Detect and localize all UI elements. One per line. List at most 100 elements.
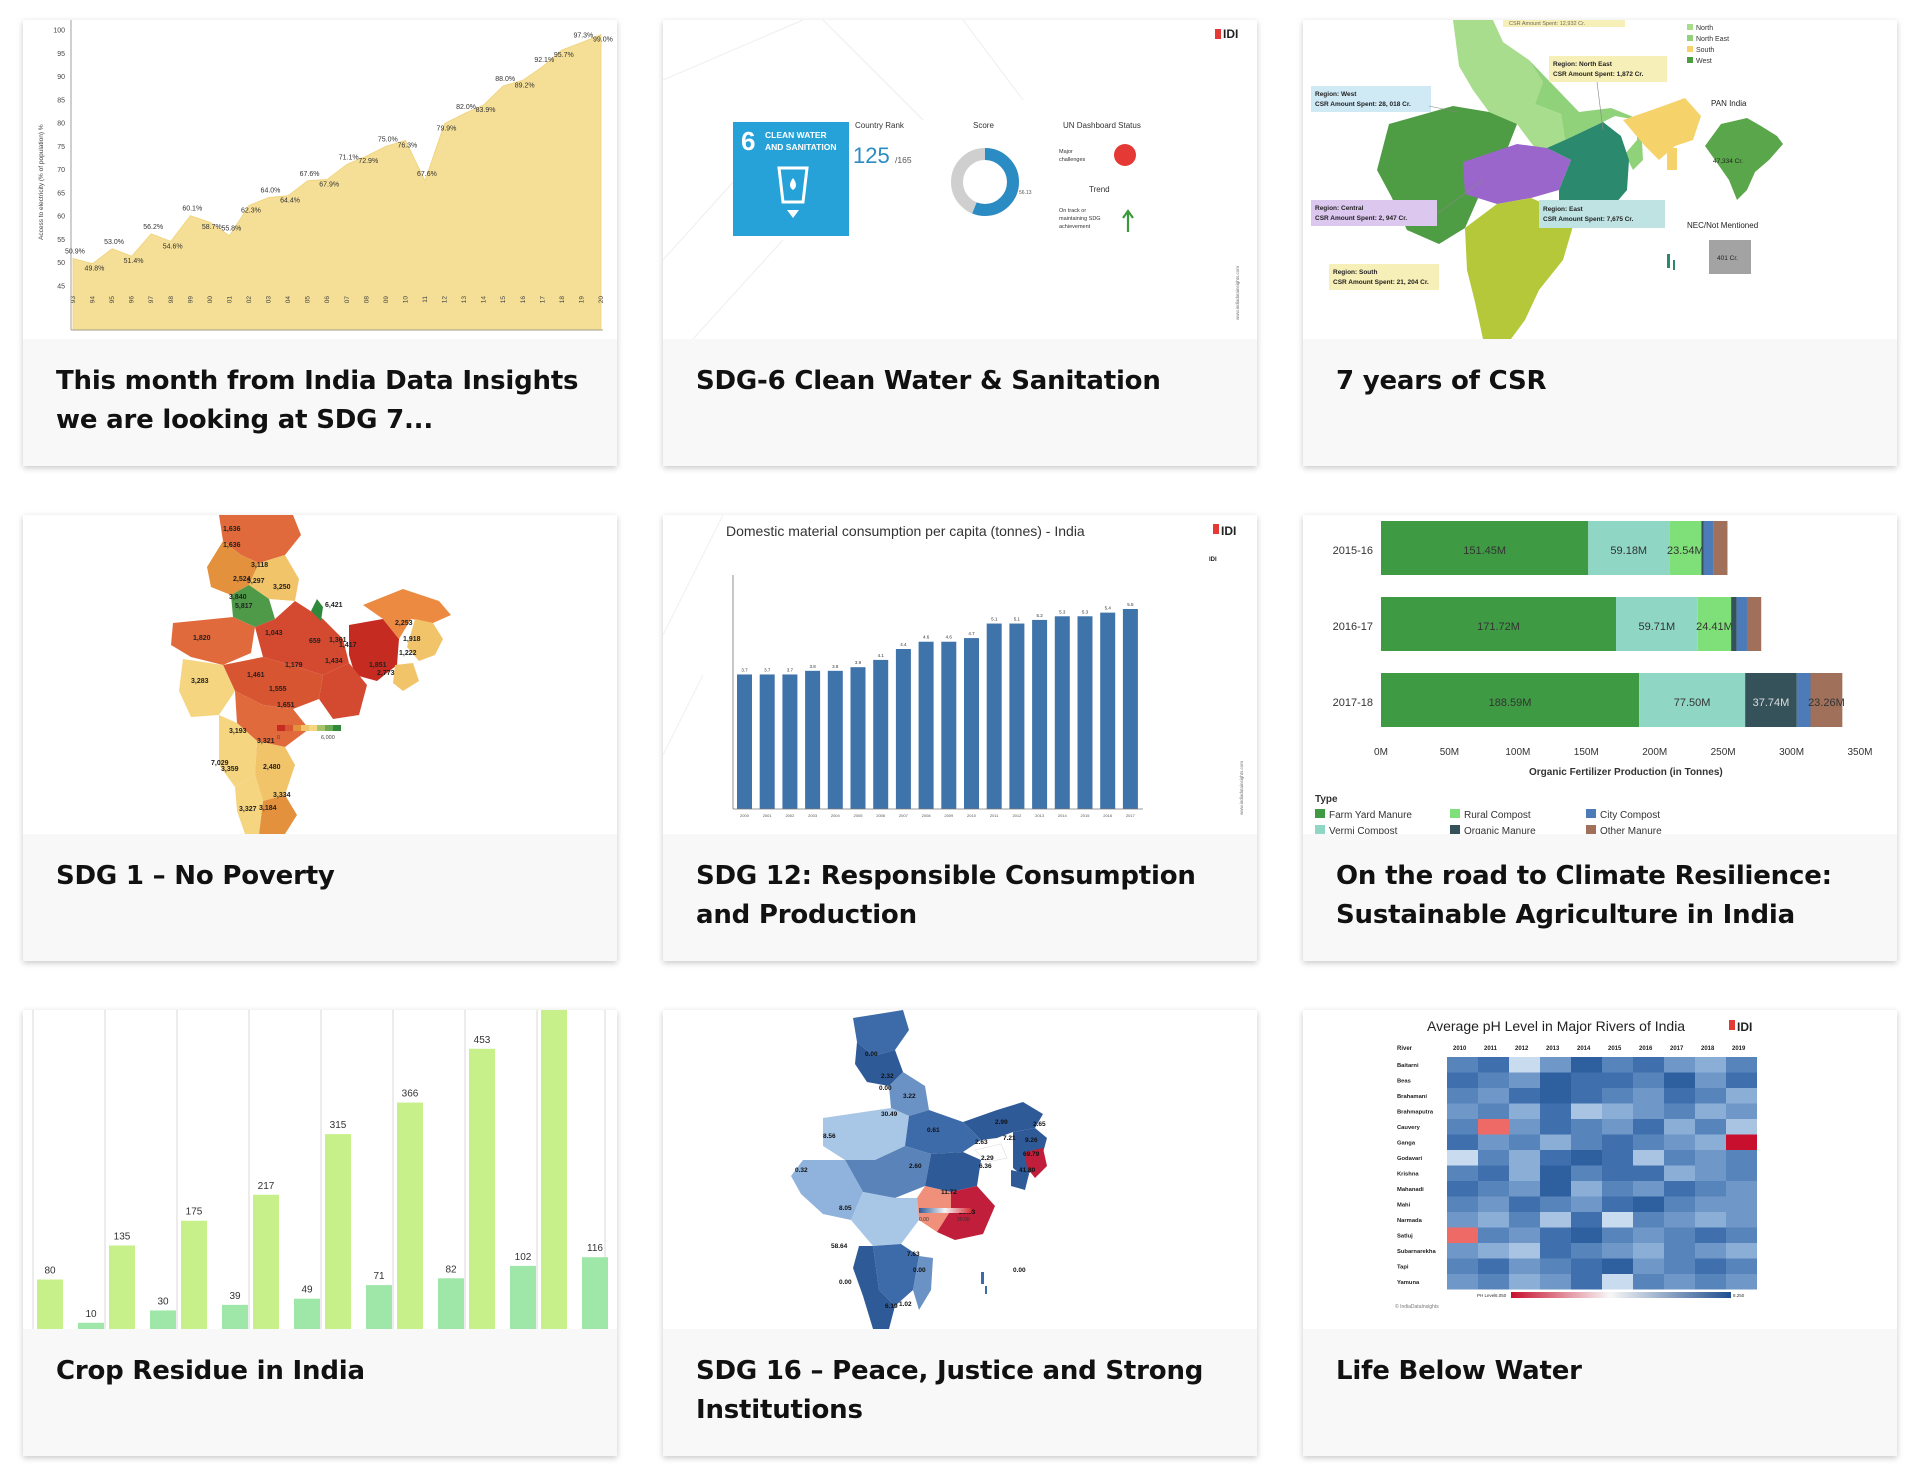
article-card-crop-residue[interactable]: 8010135301753921749315713668245310252711… xyxy=(23,1010,617,1456)
heatmap-cell xyxy=(1726,1212,1757,1228)
x-tick-label: 0M xyxy=(1374,747,1388,758)
article-thumbnail[interactable]: Domestic material consumption per capita… xyxy=(663,515,1257,834)
heatmap-cell xyxy=(1726,1227,1757,1243)
svg-text:Farm Yard Manure: Farm Yard Manure xyxy=(1329,810,1412,821)
bar-segment xyxy=(1669,521,1702,575)
card-title[interactable]: Life Below Water xyxy=(1336,1356,1582,1386)
svg-text:47,334 Cr.: 47,334 Cr. xyxy=(1713,158,1743,165)
article-thumbnail[interactable]: 0.00 2.32 0.00 3.22 30.49 0.61 8.56 2.63 2.99 7.2… xyxy=(663,1010,1257,1329)
heatmap-cell xyxy=(1447,1088,1478,1104)
data-label: 54.6% xyxy=(163,243,183,250)
y-axis-label: Access to electricity (% of population) … xyxy=(38,124,45,240)
heatmap-cell xyxy=(1726,1165,1757,1181)
heatmap-cell xyxy=(1478,1196,1509,1212)
bar-label: 5.5 xyxy=(1127,602,1134,607)
bar xyxy=(37,1279,63,1329)
x-tick-label: 00 xyxy=(207,296,214,304)
card-title[interactable]: SDG 16 – Peace, Justice and Strong Insti… xyxy=(696,1356,1204,1425)
article-thumbnail[interactable]: 1,636 1,636 3,118 2,524 5,297 3,250 3,840 5,817… xyxy=(23,515,617,834)
data-label: 82.0% xyxy=(456,104,476,111)
region-value-label: 8.56 xyxy=(823,1133,836,1140)
heatmap-cell xyxy=(1602,1165,1633,1181)
region-value-label: 6,421 xyxy=(325,602,343,609)
segment-label: 59.71M xyxy=(1639,621,1676,633)
heatmap-cell xyxy=(1540,1150,1571,1166)
article-card-sdg1[interactable]: 1,636 1,636 3,118 2,524 5,297 3,250 3,840 5,817… xyxy=(23,515,617,961)
article-card-sdg7[interactable]: 100 95 90 85 80 75 70 65 60 55 50 45 50.9% 49.8% 53.0… xyxy=(23,20,617,466)
article-card-climate-resilience[interactable]: 2015-16 151.45M 59.18M 23.54M 2016-17 171.72M… xyxy=(1303,515,1897,961)
data-label: 89.2% xyxy=(515,82,535,89)
bar-label: 82 xyxy=(445,1264,457,1275)
heatmap-cell xyxy=(1664,1150,1695,1166)
svg-text:© IndiaDataInsights: © IndiaDataInsights xyxy=(1395,1303,1439,1310)
article-card-life-below-water[interactable]: Average pH Level in Major Rivers of Indi… xyxy=(1303,1010,1897,1456)
region-value-label: 0.00 xyxy=(879,1085,892,1092)
card-title[interactable]: SDG 12: Responsible Consumption and Prod… xyxy=(696,861,1196,930)
card-title[interactable]: Crop Residue in India xyxy=(56,1356,365,1386)
data-label: 53.0% xyxy=(104,239,124,246)
data-label: 50.9% xyxy=(65,249,85,256)
river-label: Brahmaputra xyxy=(1397,1110,1434,1116)
row-label: 2015-16 xyxy=(1333,545,1373,557)
article-card-sdg6[interactable]: IDI 6 CLEAN WATER AND SANITATION Country… xyxy=(663,20,1257,466)
x-tick-label: 150M xyxy=(1574,747,1599,758)
bar-label: 3.9 xyxy=(855,660,862,665)
card-title[interactable]: SDG-6 Clean Water & Sanitation xyxy=(696,366,1161,396)
heatmap-cell xyxy=(1726,1243,1757,1259)
water-glass-icon xyxy=(777,166,809,204)
heatmap-cell xyxy=(1540,1196,1571,1212)
heatmap-cell xyxy=(1447,1274,1478,1290)
article-thumbnail[interactable]: Average pH Level in Major Rivers of Indi… xyxy=(1303,1010,1897,1329)
region-value-label: 0.00 xyxy=(839,1279,852,1286)
crop-residue-bar-chart: 8010135301753921749315713668245310252711… xyxy=(32,1010,608,1329)
x-tick-label: 94 xyxy=(90,296,97,304)
article-card-sdg12[interactable]: Domestic material consumption per capita… xyxy=(663,515,1257,961)
article-thumbnail[interactable]: 100 95 90 85 80 75 70 65 60 55 50 45 50.9% 49.8% 53.0… xyxy=(23,20,617,339)
fertilizer-legend: Farm Yard Manure Rural Compost City Comp… xyxy=(1315,809,1662,834)
heatmap-cell xyxy=(1478,1119,1509,1135)
bar-label: 39 xyxy=(229,1291,241,1302)
heatmap-cell xyxy=(1664,1134,1695,1150)
heatmap-cell xyxy=(1726,1072,1757,1088)
article-thumbnail[interactable]: North North East South West CSR Amount S… xyxy=(1303,20,1897,339)
trend-up-icon xyxy=(1122,209,1134,232)
region-value-label: 5,817 xyxy=(235,603,253,610)
card-title[interactable]: SDG 1 – No Poverty xyxy=(56,861,335,891)
article-thumbnail[interactable]: 2015-16 151.45M 59.18M 23.54M 2016-17 171.72M… xyxy=(1303,515,1897,834)
heatmap-cell xyxy=(1509,1212,1540,1228)
bar-segment xyxy=(1745,673,1797,727)
x-tick-label: 300M xyxy=(1779,747,1804,758)
article-thumbnail[interactable]: IDI 6 CLEAN WATER AND SANITATION Country… xyxy=(663,20,1257,339)
x-tick-label: 20 xyxy=(598,296,605,304)
river-label: Krishna xyxy=(1397,1172,1419,1178)
region-value-label: 0.32 xyxy=(795,1167,808,1174)
heatmap-cell xyxy=(1447,1057,1478,1073)
heatmap-cell xyxy=(1695,1072,1726,1088)
bar-label: 5.1 xyxy=(991,617,998,622)
sdg16-legend xyxy=(919,1208,971,1213)
year-label: 2005 xyxy=(854,813,864,818)
year-label: 2004 xyxy=(831,813,841,818)
card-title[interactable]: 7 years of CSR xyxy=(1336,366,1547,396)
region-value-label: 69.79 xyxy=(1023,1151,1040,1158)
card-title[interactable]: This month from India Data Insights we a… xyxy=(56,366,579,435)
heatmap-cell xyxy=(1509,1227,1540,1243)
card-title[interactable]: On the road to Climate Resilience: Susta… xyxy=(1336,861,1832,930)
heatmap-cell xyxy=(1695,1243,1726,1259)
region-value-label: 2,253 xyxy=(395,620,413,627)
heatmap-cell xyxy=(1664,1258,1695,1274)
bar xyxy=(78,1322,104,1329)
bar xyxy=(850,667,866,809)
article-card-csr[interactable]: North North East South West CSR Amount S… xyxy=(1303,20,1897,466)
region-value-label: 2,524 xyxy=(233,576,251,583)
y-tick-label: 65 xyxy=(57,190,65,197)
x-tick-label: 350M xyxy=(1847,747,1872,758)
article-thumbnail[interactable]: 8010135301753921749315713668245310252711… xyxy=(23,1010,617,1329)
data-label: 72.9% xyxy=(358,158,378,165)
data-label: 75.0% xyxy=(378,136,398,143)
article-card-sdg16[interactable]: 0.00 2.32 0.00 3.22 30.49 0.61 8.56 2.63 2.99 7.2… xyxy=(663,1010,1257,1456)
sdg16-choropleth-map: 0.00 2.32 0.00 3.22 30.49 0.61 8.56 2.63 2.99 7.2… xyxy=(791,1010,1047,1329)
svg-text:/165: /165 xyxy=(895,155,912,165)
heatmap-cell xyxy=(1664,1212,1695,1228)
bar-label: 5.1 xyxy=(1014,617,1021,622)
